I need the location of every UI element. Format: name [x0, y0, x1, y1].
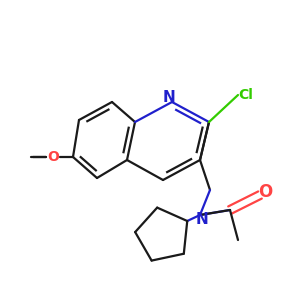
Text: O: O: [47, 150, 59, 164]
Text: N: N: [163, 89, 176, 104]
Text: N: N: [196, 212, 208, 227]
Text: Cl: Cl: [238, 88, 253, 102]
Text: O: O: [258, 183, 272, 201]
